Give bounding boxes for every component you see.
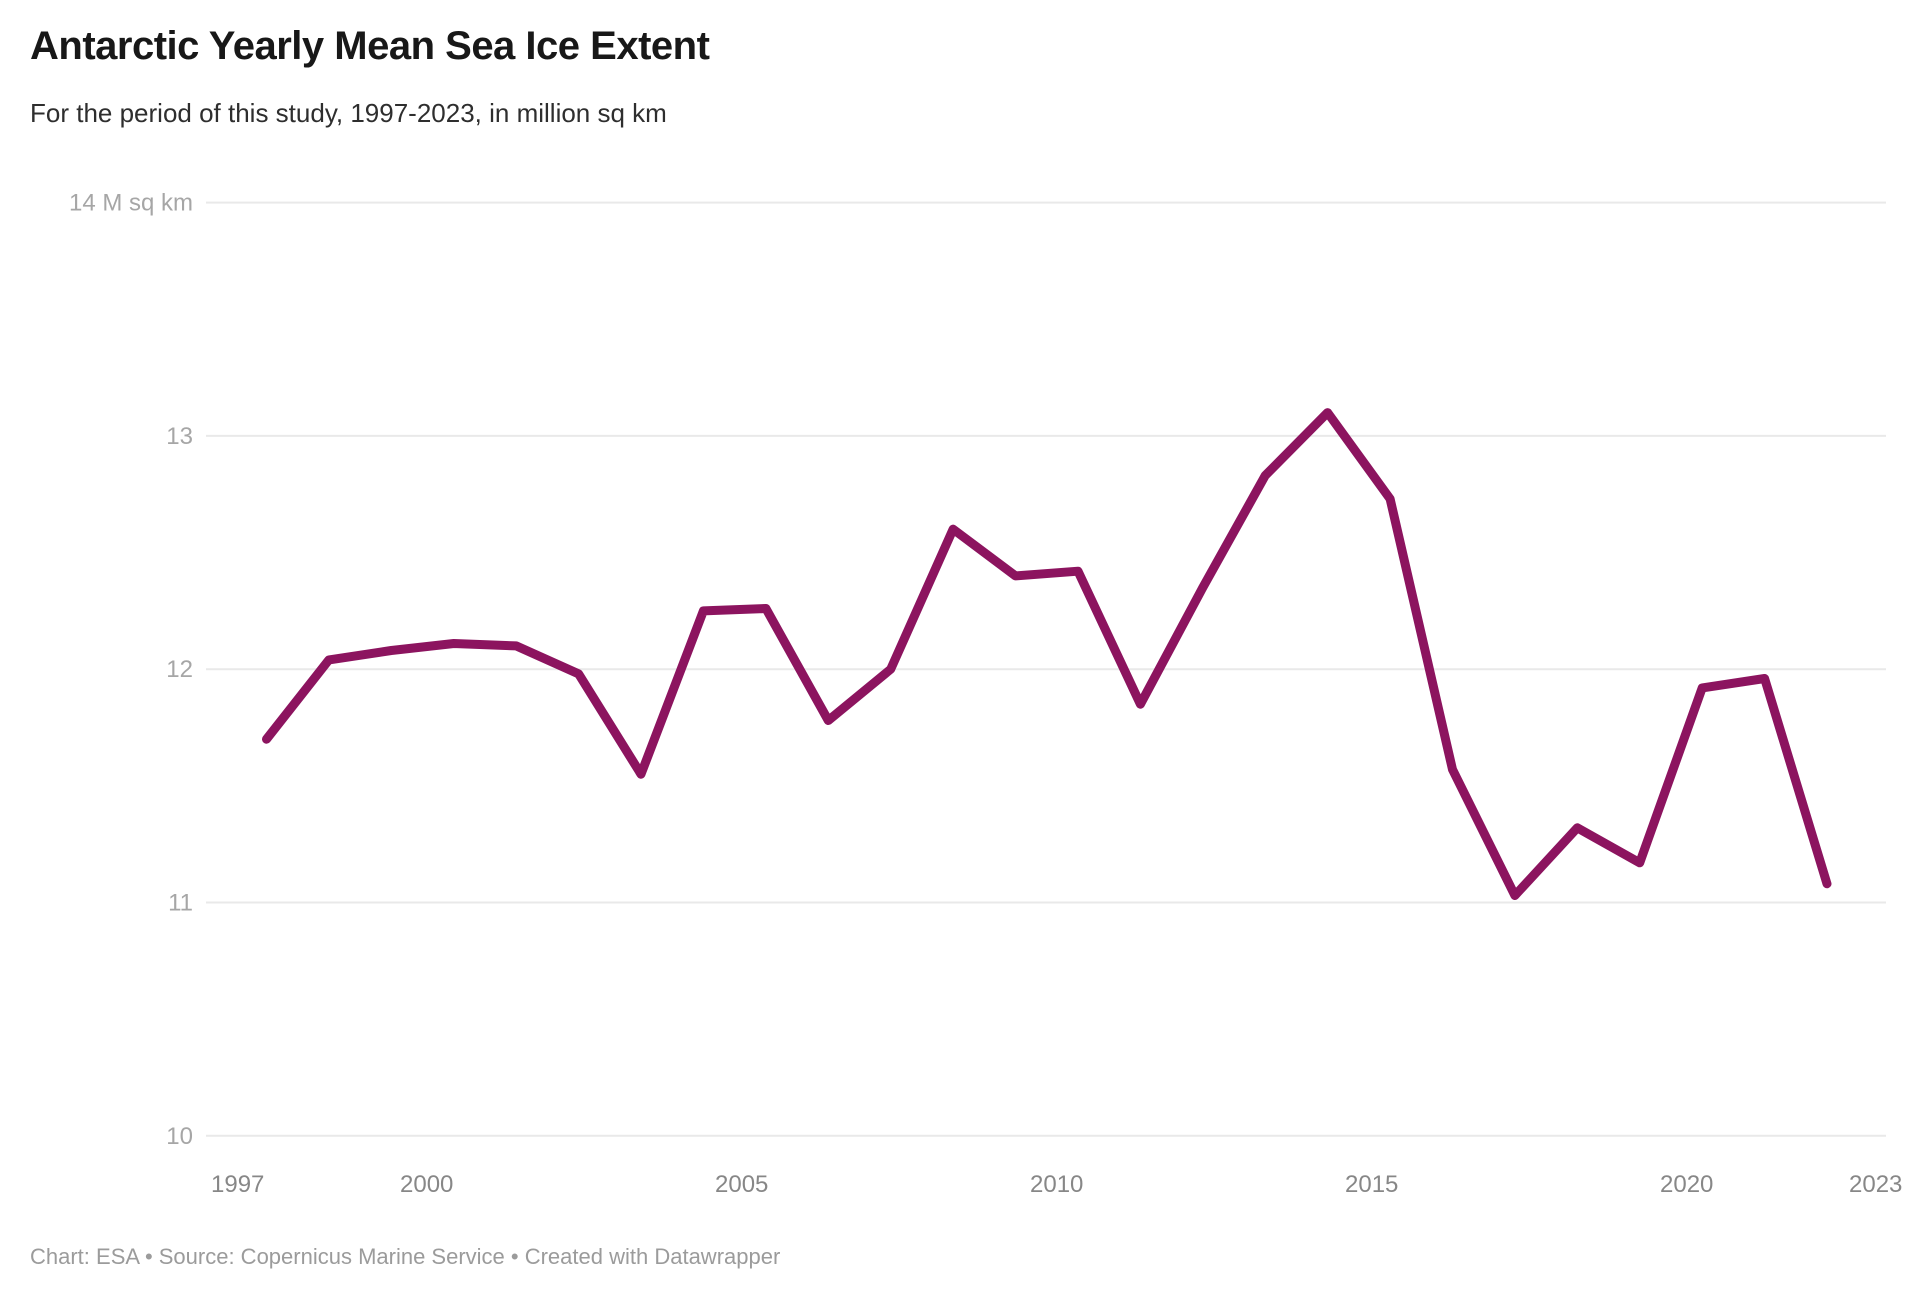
y-axis-tick-label-13: 13 bbox=[166, 423, 193, 450]
chart-footer-attribution: Chart: ESA • Source: Copernicus Marine S… bbox=[30, 1244, 781, 1269]
x-axis-tick-label-2005: 2005 bbox=[715, 1171, 768, 1198]
y-axis-tick-label-11: 11 bbox=[168, 890, 193, 917]
y-axis-tick-label-10: 10 bbox=[166, 1123, 193, 1150]
x-axis-tick-label-1997: 1997 bbox=[211, 1171, 264, 1198]
chart-title: Antarctic Yearly Mean Sea Ice Extent bbox=[30, 24, 710, 68]
x-axis-tick-label-2023: 2023 bbox=[1849, 1171, 1902, 1198]
x-axis-tick-label-2010: 2010 bbox=[1030, 1171, 1083, 1198]
x-axis-tick-label-2015: 2015 bbox=[1345, 1171, 1398, 1198]
x-axis-tick-label-2000: 2000 bbox=[400, 1171, 453, 1198]
sea-ice-extent-line bbox=[262, 408, 1832, 900]
chart-subtitle: For the period of this study, 1997-2023,… bbox=[30, 98, 667, 128]
y-axis-tick-label-14: 14 M sq km bbox=[69, 190, 193, 217]
y-axis-tick-label-12: 12 bbox=[166, 656, 193, 683]
x-axis-tick-label-2020: 2020 bbox=[1660, 1171, 1713, 1198]
